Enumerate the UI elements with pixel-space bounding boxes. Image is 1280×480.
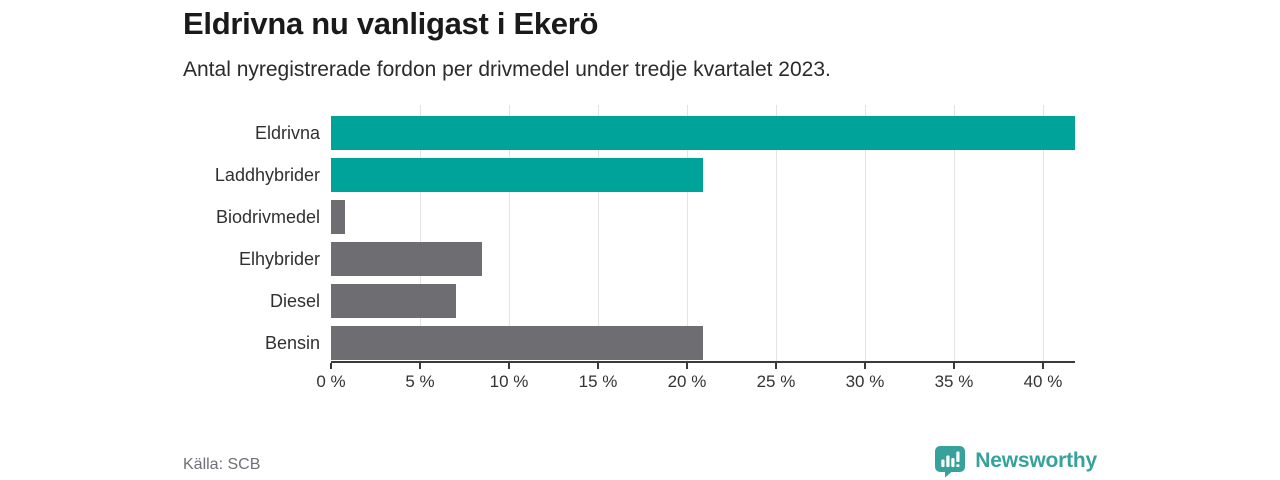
x-axis-tick-label: 25 % [756, 372, 796, 391]
source-text: Källa: SCB [183, 456, 261, 473]
gridline-5 [419, 105, 421, 361]
x-axis-tick-label: 15 % [578, 372, 618, 391]
x-axis-tick-mark [863, 363, 866, 369]
x-axis-tick-mark [1041, 363, 1044, 369]
x-axis-tick-mark [952, 363, 955, 369]
x-axis-tick-mark [685, 363, 688, 369]
x-axis-tick-mark [596, 363, 599, 369]
bar-diesel [331, 284, 456, 318]
x-axis-tick-label: 5 % [405, 372, 435, 391]
category-label-eldrivna: Eldrivna [254, 123, 320, 143]
newsworthy-logo-icon [933, 444, 967, 478]
x-axis-tick-label: 40 % [1023, 372, 1063, 391]
category-label-bensin: Bensin [264, 333, 320, 353]
bar-eldrivna [331, 116, 1075, 150]
category-label-elhybrider: Elhybrider [238, 249, 320, 269]
gridline-10 [508, 105, 510, 361]
gridline-35 [953, 105, 955, 361]
gridline-40 [1042, 105, 1044, 361]
bar-biodrivmedel [331, 200, 346, 234]
x-axis-tick-mark [774, 363, 777, 369]
x-axis-tick-mark [507, 363, 510, 369]
x-axis-tick-label: 0 % [316, 372, 346, 391]
category-label-biodrivmedel: Biodrivmedel [215, 207, 320, 227]
gridline-30 [864, 105, 866, 361]
x-axis-tick-label: 10 % [489, 372, 529, 391]
gridline-15 [597, 105, 599, 361]
plot-area: 0 % 5 % 10 % 15 % 20 % 25 % 30 % 35 % 40 % Eldriv… [215, 105, 1075, 391]
newsworthy-logo-text: Newsworthy [975, 449, 1097, 472]
x-axis-tick-label: 20 % [667, 372, 707, 391]
x-axis-tick-mark [330, 363, 332, 369]
category-label-diesel: Diesel [269, 291, 320, 311]
category-label-laddhybrider: Laddhybrider [214, 165, 320, 185]
x-axis-tick-label: 30 % [845, 372, 885, 391]
x-axis-tick-mark [418, 363, 421, 369]
gridline-25 [775, 105, 777, 361]
chart-title: Eldrivna nu vanligast i Ekerö [183, 6, 599, 41]
gridline-20 [686, 105, 688, 361]
bar-laddhybrider [331, 158, 703, 192]
x-axis-tick-label: 35 % [934, 372, 974, 391]
chart-subtitle: Antal nyregistrerade fordon per drivmede… [183, 58, 831, 81]
bar-bensin [331, 326, 703, 360]
newsworthy-logo[interactable]: Newsworthy [933, 444, 1097, 478]
bar-elhybrider [331, 242, 483, 276]
